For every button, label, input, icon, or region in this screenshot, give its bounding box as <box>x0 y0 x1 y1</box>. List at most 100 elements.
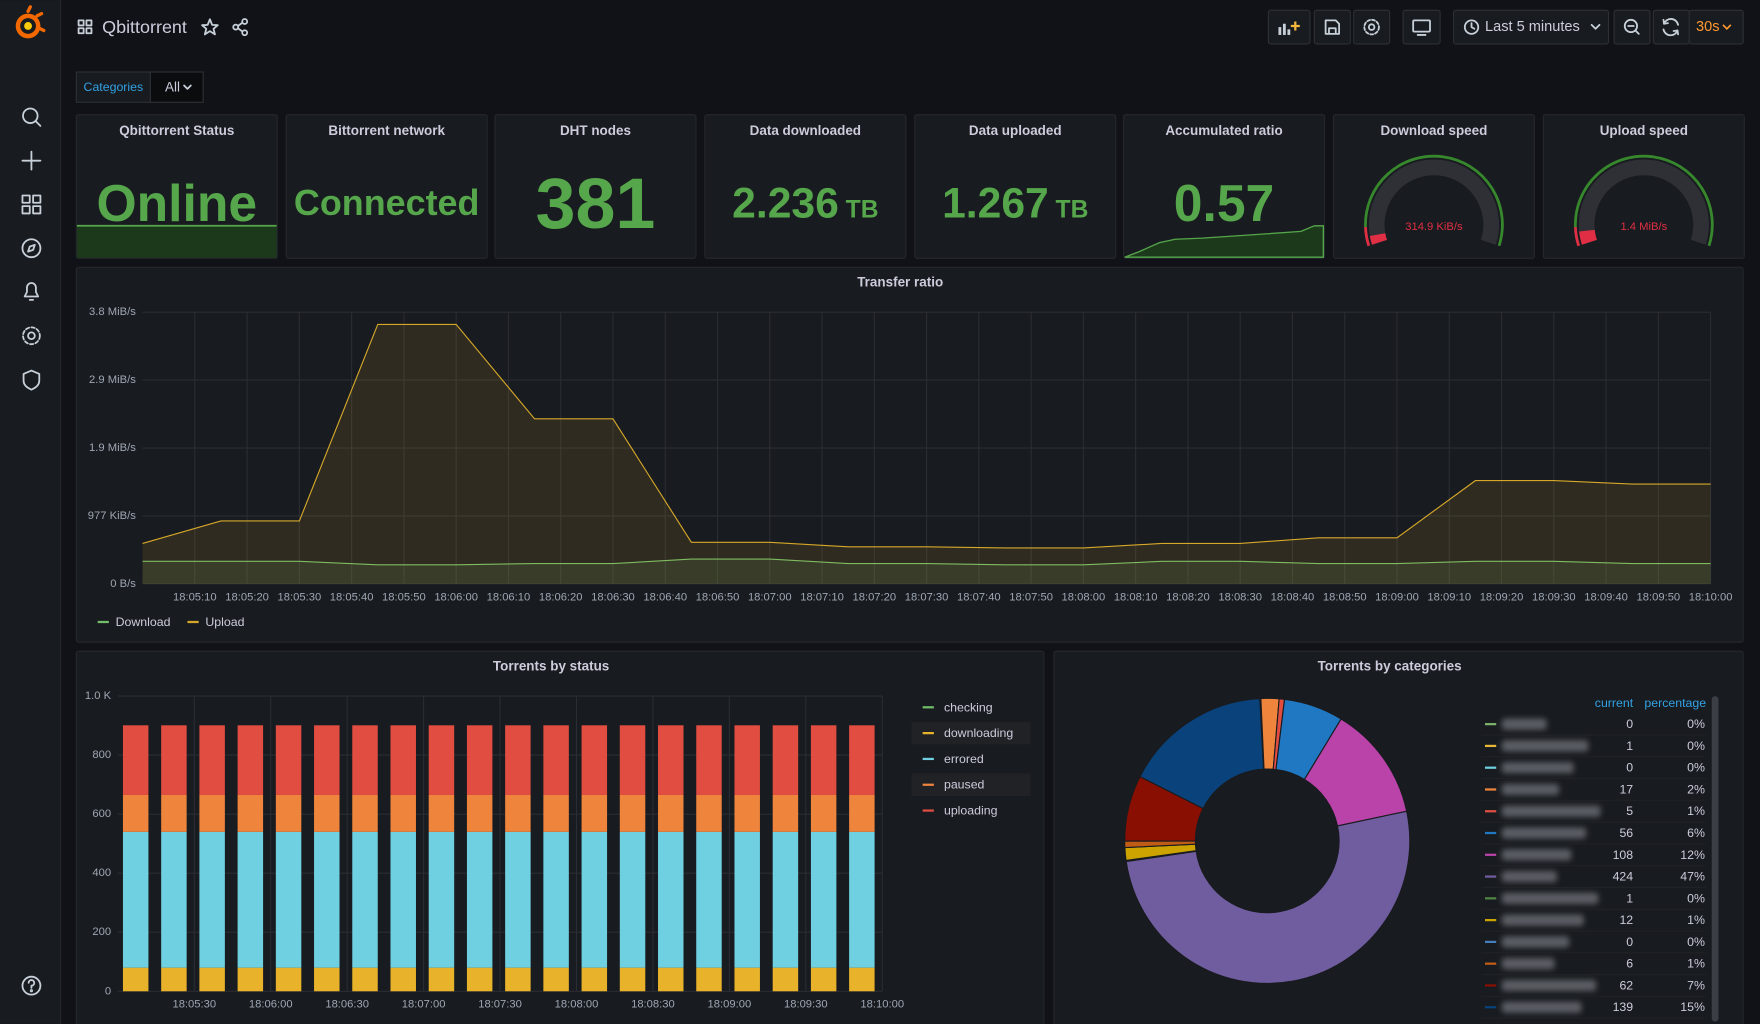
bar-segment <box>237 794 264 832</box>
transfer-panel <box>75 266 1744 643</box>
bar-segment <box>810 794 837 832</box>
legend-label: uploading <box>944 804 998 818</box>
blurred-name <box>1501 892 1599 904</box>
x-tick-label: 18:06:10 <box>487 591 531 603</box>
settings-button[interactable] <box>1353 9 1391 45</box>
share-icon[interactable] <box>232 18 249 37</box>
configuration-icon[interactable] <box>22 326 41 346</box>
bar-segment <box>352 831 378 968</box>
cycle-view-button[interactable] <box>1402 9 1441 45</box>
x-tick-label: 18:09:50 <box>1637 591 1681 603</box>
save-button[interactable] <box>1313 9 1351 45</box>
stat-value-number: Connected <box>294 182 480 223</box>
bar-segment <box>390 725 416 795</box>
bar-segment <box>734 831 760 968</box>
search-icon[interactable] <box>22 107 42 127</box>
bar-segment <box>810 967 837 992</box>
bar-segment <box>505 725 531 795</box>
y-tick-label: 977 KiB/s <box>88 510 136 522</box>
x-tick-label: 18:06:00 <box>434 591 478 603</box>
x-tick-label: 18:09:20 <box>1480 591 1524 603</box>
stat-value: 0.57 <box>1174 174 1274 232</box>
gauge-threshold <box>1364 154 1504 247</box>
gauge-track <box>1578 159 1709 245</box>
variable-label: Categories <box>84 80 144 94</box>
x-tick-label: 18:10:00 <box>1689 591 1733 603</box>
add-panel-icon <box>1278 21 1300 35</box>
x-tick-label: 18:08:20 <box>1166 591 1210 603</box>
alerting-icon[interactable] <box>23 282 40 301</box>
bar-segment <box>772 831 799 968</box>
x-tick-label: 18:09:10 <box>1427 591 1471 603</box>
variable-select[interactable] <box>149 71 204 103</box>
help-icon[interactable] <box>21 975 42 996</box>
bar-segment <box>390 794 416 832</box>
grafana-logo[interactable] <box>15 5 46 39</box>
legend-percentage: 12% <box>1680 848 1705 862</box>
x-tick-label: 18:07:40 <box>957 591 1001 603</box>
scrollbar[interactable] <box>1711 696 1719 1022</box>
zoom-out-button[interactable] <box>1613 9 1651 45</box>
admin-icon[interactable] <box>22 369 41 391</box>
clock-icon <box>1463 19 1480 35</box>
x-tick-label: 18:09:30 <box>784 999 828 1011</box>
legend-percentage: 1% <box>1687 913 1705 927</box>
y-tick-label: 200 <box>92 926 111 938</box>
gauge-threshold <box>1364 226 1371 247</box>
bar-segment <box>658 794 684 832</box>
dashboard-title[interactable]: Qbittorrent <box>102 17 187 37</box>
x-tick-label: 18:08:30 <box>1218 591 1262 603</box>
donut-slice <box>1125 810 1411 984</box>
y-tick-label: 3.8 MiB/s <box>89 306 136 318</box>
panel-title: Torrents by status <box>493 658 609 673</box>
bar-segment <box>466 725 493 795</box>
x-tick-label: 18:09:00 <box>708 999 752 1011</box>
stat-value-number: Online <box>96 174 257 232</box>
x-tick-label: 18:06:30 <box>591 591 635 603</box>
bar-segment <box>772 967 799 992</box>
y-tick-label: 0 <box>105 985 111 997</box>
chevron <box>183 84 192 90</box>
refresh-button[interactable] <box>1652 9 1690 45</box>
bar-segment <box>619 725 646 795</box>
legend-current: 12 <box>1619 913 1633 927</box>
stat-panel <box>1123 114 1326 259</box>
blurred-name <box>1501 740 1589 752</box>
refresh-interval-picker[interactable] <box>1688 9 1744 45</box>
x-tick-label: 18:06:00 <box>249 999 293 1011</box>
legend-percentage: 0% <box>1687 717 1705 731</box>
panel-title: Torrents by categories <box>1318 658 1462 673</box>
gauge-fill <box>1579 229 1597 245</box>
bar-segment <box>581 725 608 795</box>
y-tick-label: 2.9 MiB/s <box>89 374 136 386</box>
stat-panel <box>494 114 697 259</box>
x-tick-label: 18:09:40 <box>1584 591 1628 603</box>
x-tick-label: 18:09:30 <box>1532 591 1576 603</box>
legend-percentage: 6% <box>1687 826 1705 840</box>
bar-segment <box>581 967 608 992</box>
legend-current: 5 <box>1626 804 1633 818</box>
star-icon[interactable] <box>201 18 219 36</box>
explore-icon[interactable] <box>21 238 42 259</box>
x-tick-label: 18:07:30 <box>478 999 522 1011</box>
bar-segment <box>275 794 302 832</box>
add-panel-button[interactable] <box>1267 9 1311 45</box>
gauge-fill <box>1369 233 1387 245</box>
bar-segment <box>543 794 569 832</box>
legend-current: 108 <box>1613 848 1634 862</box>
stat-value-number: 2.236 <box>732 180 839 228</box>
time-picker[interactable] <box>1453 9 1610 45</box>
legend-label: errored <box>944 752 984 766</box>
x-tick-label: 18:05:20 <box>225 591 269 603</box>
x-tick-label: 18:07:10 <box>800 591 844 603</box>
dashboards-icon[interactable] <box>21 194 42 215</box>
gauge-threshold <box>1573 154 1714 247</box>
legend-percentage: 0% <box>1687 935 1705 949</box>
x-tick-label: 18:06:20 <box>539 591 583 603</box>
bar-segment <box>161 725 187 795</box>
sidebar <box>0 0 61 1024</box>
bar-segment <box>161 794 187 832</box>
create-icon[interactable] <box>21 150 42 171</box>
panel-title: Transfer ratio <box>857 274 943 289</box>
